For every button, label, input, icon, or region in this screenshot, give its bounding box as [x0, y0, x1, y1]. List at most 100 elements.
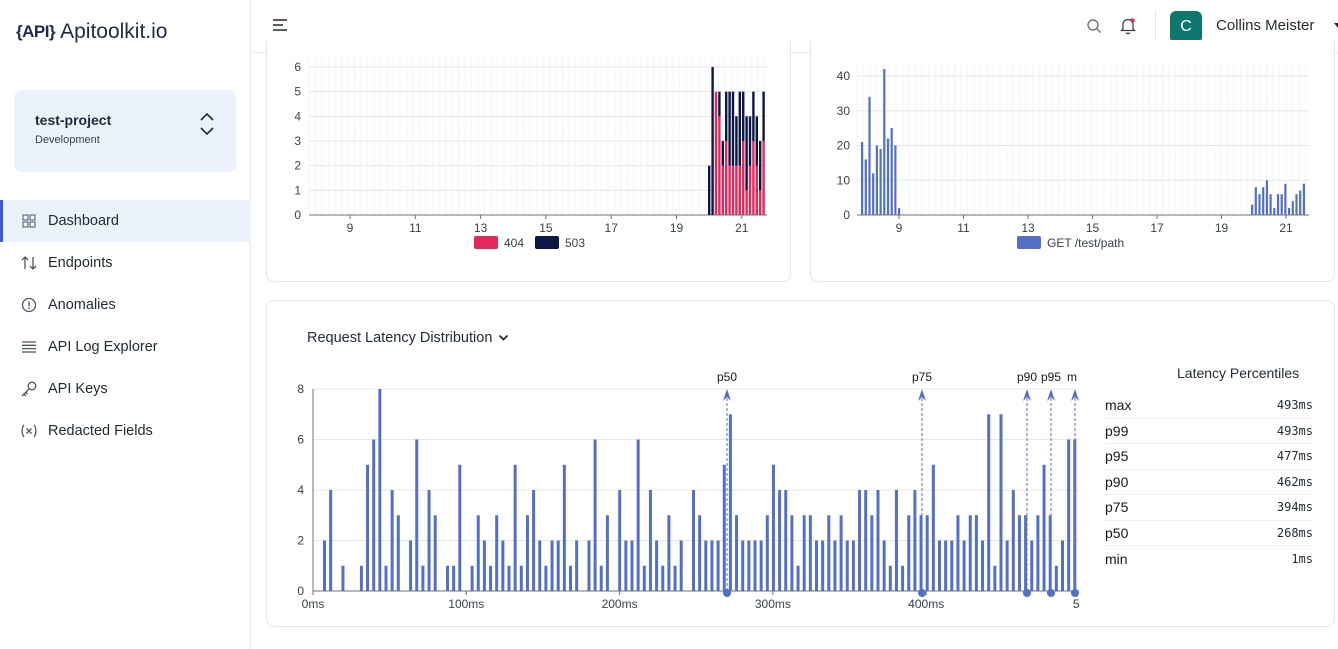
bar-404: [725, 141, 728, 215]
percentile-marker-arrow: [1047, 389, 1055, 401]
percentile-value: 493ms: [1276, 423, 1313, 438]
x-tick-label: 9: [896, 221, 903, 235]
bar: [868, 96, 871, 215]
bar: [550, 540, 554, 591]
bar: [1017, 515, 1021, 591]
bar: [722, 464, 726, 591]
y-tick-label: 2: [297, 534, 304, 548]
bar: [987, 414, 991, 591]
percentile-marker-dot: [918, 589, 926, 597]
x-tick-label: 19: [1215, 221, 1229, 235]
bar: [446, 565, 449, 591]
sidebar-nav: Dashboard Endpoints Anomalies API Log Ex…: [0, 200, 251, 452]
bar: [790, 515, 794, 591]
bar: [409, 540, 413, 591]
bar-404: [762, 141, 765, 215]
sidebar-item-label: API Log Explorer: [48, 339, 158, 355]
bar: [1295, 194, 1298, 215]
percentile-marker-label: p75: [912, 370, 932, 384]
x-tick-label: 13: [1021, 221, 1035, 235]
y-tick-label: 0: [843, 208, 850, 222]
sidebar-item-endpoints[interactable]: Endpoints: [0, 242, 251, 284]
bar: [544, 565, 548, 591]
percentile-row: max 493ms: [1105, 393, 1313, 419]
bar: [384, 565, 388, 591]
bar: [495, 515, 499, 591]
bar: [1011, 490, 1015, 591]
y-tick-label: 30: [837, 104, 851, 118]
x-tick-label: 200ms: [602, 597, 638, 611]
bar-503: [718, 91, 721, 117]
latency-histogram: 0ms 100ms 200ms 300ms 400ms 50 p50 p75 p90 p95 m 0…: [297, 370, 1087, 611]
bar: [525, 515, 529, 591]
bar: [366, 464, 370, 591]
hamburger-icon: [273, 19, 287, 31]
bar: [1042, 464, 1046, 591]
sidebar-item-label: Dashboard: [48, 213, 119, 229]
notifications-button[interactable]: [1119, 17, 1137, 40]
bar: [879, 148, 882, 215]
logo[interactable]: {API} Apitoolkit.io: [16, 20, 167, 44]
sidebar-item-api-log-explorer[interactable]: API Log Explorer: [0, 326, 251, 368]
percentile-row: p50 268ms: [1105, 521, 1313, 546]
y-tick-label: 4: [297, 483, 304, 497]
bar: [679, 540, 683, 591]
sidebar-item-anomalies[interactable]: Anomalies: [0, 284, 251, 326]
sidebar: {API} Apitoolkit.io test-project Develop…: [0, 0, 251, 649]
latency-title-dropdown[interactable]: Request Latency Distribution: [307, 330, 509, 346]
x-tick-label: 17: [1150, 221, 1164, 235]
percentile-value: 1ms: [1291, 551, 1313, 566]
bar-404: [714, 91, 718, 215]
sidebar-item-redacted-fields[interactable]: Redacted Fields: [0, 410, 251, 452]
bar: [913, 490, 917, 591]
bar: [575, 540, 579, 591]
project-switcher[interactable]: test-project Development: [14, 90, 236, 172]
logo-name: Apitoolkit.io: [60, 20, 168, 43]
bar: [870, 515, 874, 591]
bar: [1299, 190, 1302, 215]
bar: [974, 515, 978, 591]
percentile-value: 462ms: [1276, 474, 1313, 489]
bar: [956, 515, 960, 591]
bar-503: [738, 91, 741, 166]
x-tick-label: 15: [1086, 221, 1100, 235]
bar: [1036, 515, 1040, 591]
bar: [888, 565, 892, 591]
x-tick-label: 11: [957, 221, 970, 235]
bar: [470, 565, 474, 591]
percentile-label: p99: [1105, 422, 1129, 439]
bar: [864, 159, 867, 215]
bar-503: [728, 91, 731, 166]
sidebar-item-label: Anomalies: [48, 297, 116, 313]
project-chevrons[interactable]: [200, 112, 214, 136]
caret-down-icon[interactable]: [1334, 23, 1338, 28]
y-tick-label: 5: [294, 85, 301, 99]
latency-card: Request Latency Distribution 0ms 100ms 200…: [266, 300, 1335, 627]
y-tick-label: 1: [294, 183, 301, 197]
x-tick-label: 11: [409, 221, 422, 235]
sidebar-item-api-keys[interactable]: API Keys: [0, 368, 251, 410]
bar: [735, 515, 739, 591]
avatar[interactable]: C: [1170, 11, 1202, 43]
bar: [390, 490, 394, 591]
bar: [1291, 201, 1294, 215]
x-tick-label: 0ms: [302, 597, 325, 611]
percentile-label: p75: [1105, 499, 1129, 516]
y-tick-label: 8: [297, 382, 304, 396]
bar: [1258, 194, 1261, 215]
search-button[interactable]: [1086, 18, 1102, 39]
project-name: test-project: [35, 112, 112, 128]
user-name[interactable]: Collins Meister: [1216, 17, 1315, 34]
percentile-label: p95: [1105, 448, 1129, 465]
bar-503: [731, 91, 735, 166]
x-tick-label: 9: [347, 221, 354, 235]
percentile-label: min: [1105, 550, 1128, 567]
x-tick-label: 21: [1279, 221, 1293, 235]
bar: [1030, 540, 1034, 591]
sidebar-item-dashboard[interactable]: Dashboard: [0, 200, 251, 242]
percentile-value: 394ms: [1276, 500, 1313, 515]
bar: [1005, 540, 1009, 591]
menu-toggle-button[interactable]: [272, 18, 288, 37]
x-tick-label: 50: [1073, 597, 1087, 611]
variable-icon: [20, 422, 38, 440]
